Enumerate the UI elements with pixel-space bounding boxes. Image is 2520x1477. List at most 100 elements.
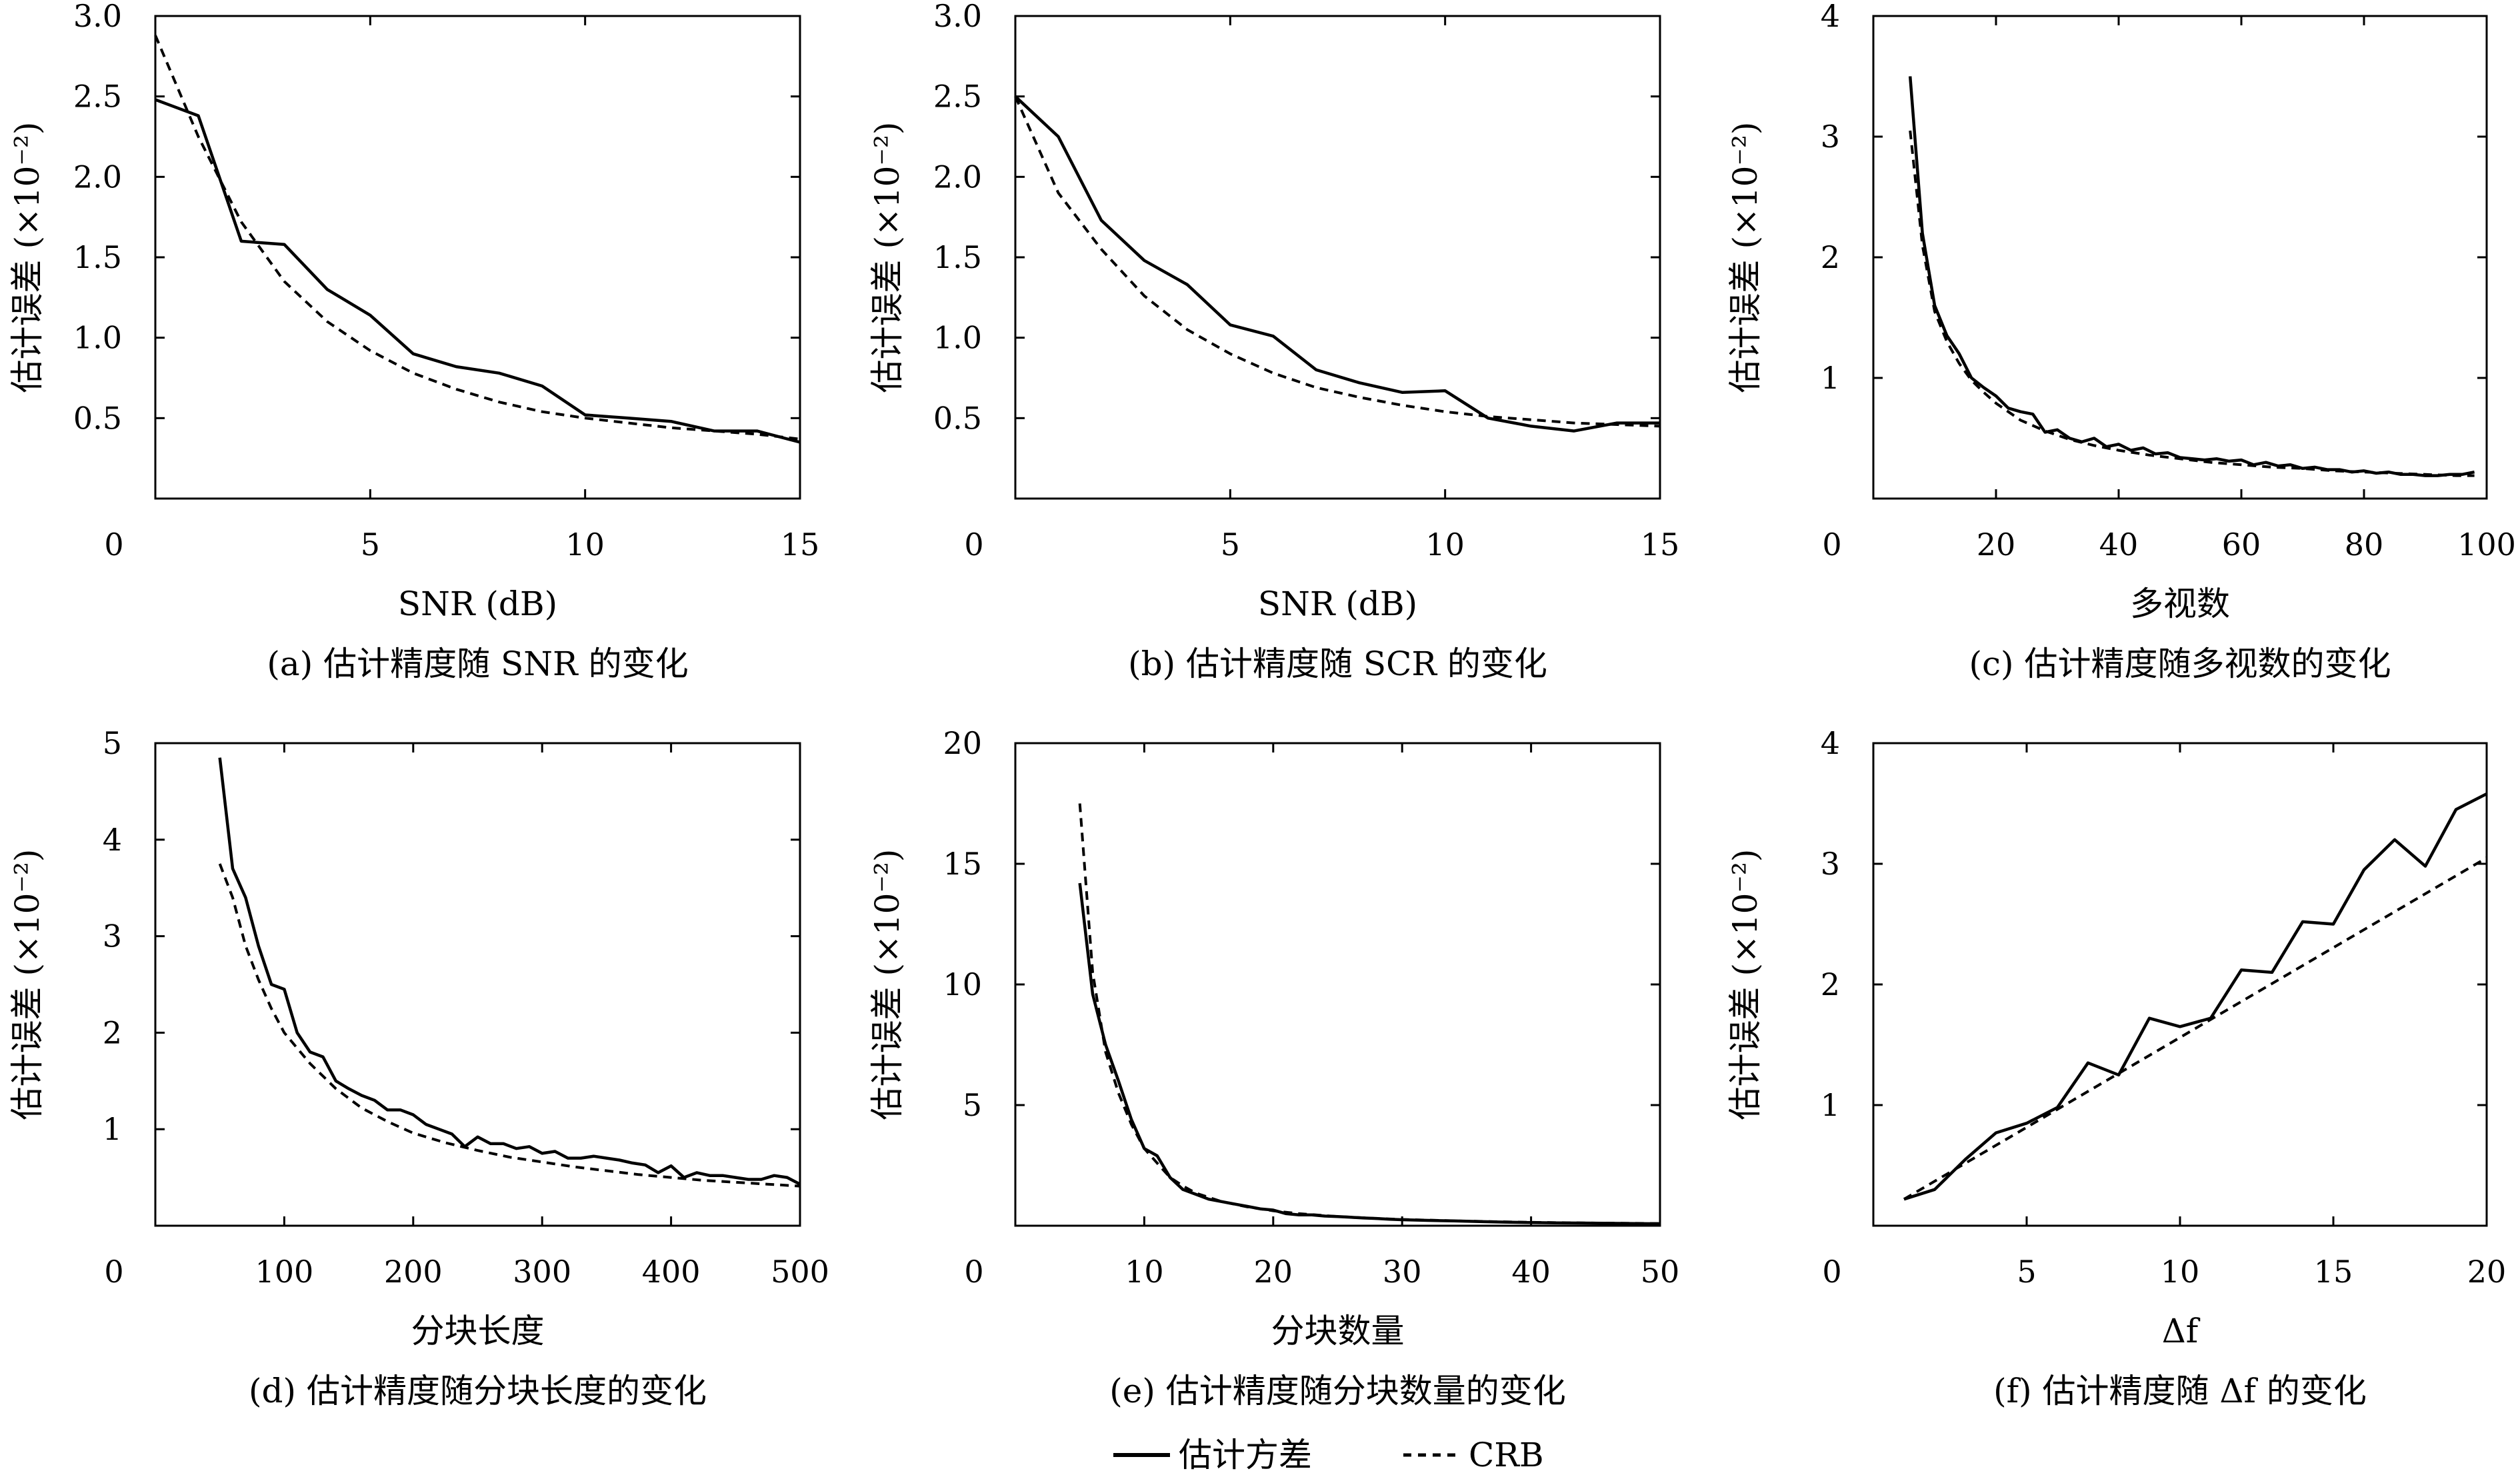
y-axis-label: 估计误差 (×10⁻²) xyxy=(868,122,907,393)
y-tick-label: 2.0 xyxy=(933,159,982,195)
y-tick-label: 3 xyxy=(1821,846,1840,882)
x-axis-label: SNR (dB) xyxy=(1258,585,1417,623)
y-axis-label-unit: (×10⁻²) xyxy=(8,122,47,249)
y-tick-label: 5 xyxy=(963,1087,982,1123)
y-tick-label: 2 xyxy=(1821,966,1840,1002)
x-tick-label: 80 xyxy=(2345,527,2384,563)
x-tick-label: 15 xyxy=(1641,527,1680,563)
x-tick-label: 20 xyxy=(1977,527,2016,563)
y-axis-label-text: 估计误差 xyxy=(868,249,907,393)
y-tick-label: 3 xyxy=(103,918,122,954)
chart-panel-1: 3.0 2.5 2.0 1.5 1.0 0.5 0 5 10 15 SNR (dB) 估计误差 (×1… xyxy=(868,0,1679,683)
series-line-estimate xyxy=(1014,95,1660,433)
x-tick-label: 30 xyxy=(1383,1254,1422,1290)
chart-panel-2: 4 3 2 1 0 20 40 60 80 100 多视数 估计误差 (×10⁻²) (c) 估计精度随… xyxy=(1726,0,2516,683)
y-axis-label-text: 估计误差 xyxy=(1726,249,1765,393)
legend-solid-label: 估计方差 xyxy=(1179,1436,1312,1474)
y-tick-label: 1.0 xyxy=(73,320,122,356)
series-line-estimate xyxy=(1903,792,2488,1201)
x-tick-label: 20 xyxy=(1254,1254,1293,1290)
series-line-crb xyxy=(1014,95,1661,428)
x-axis-label: 分块数量 xyxy=(1271,1312,1405,1350)
x-tick-label: 0 xyxy=(964,1254,983,1290)
panel-caption: (a) 估计精度随 SNR 的变化 xyxy=(267,645,688,683)
y-axis-label-text: 估计误差 xyxy=(1726,976,1765,1120)
plot-frame xyxy=(1014,15,1661,500)
plot-frame xyxy=(154,742,801,1227)
x-tick-label: 0 xyxy=(104,527,123,563)
series-line-crb xyxy=(218,863,801,1188)
y-axis-label-text: 估计误差 xyxy=(8,249,47,393)
x-axis-label: 分块长度 xyxy=(411,1312,545,1350)
x-tick-label: 50 xyxy=(1641,1254,1680,1290)
y-axis-label-unit: (×10⁻²) xyxy=(8,849,47,976)
x-tick-label: 10 xyxy=(1425,527,1465,563)
x-tick-label: 0 xyxy=(964,527,983,563)
x-tick-label: 5 xyxy=(2017,1254,2036,1290)
series-line-crb xyxy=(1909,130,2475,477)
y-tick-label: 1 xyxy=(103,1111,122,1147)
x-tick-label: 400 xyxy=(642,1254,701,1290)
y-axis-label: 估计误差 (×10⁻²) xyxy=(868,849,907,1120)
y-tick-label: 2.5 xyxy=(933,79,982,115)
legend: 估计方差 CRB xyxy=(1113,1436,1544,1474)
y-axis-label-text: 估计误差 xyxy=(8,976,47,1120)
y-tick-label: 10 xyxy=(943,966,982,1002)
plot-frame xyxy=(1872,15,2488,500)
x-tick-label: 100 xyxy=(255,1254,313,1290)
y-tick-label: 1.5 xyxy=(933,239,982,275)
x-tick-label: 15 xyxy=(2314,1254,2353,1290)
series-line-estimate xyxy=(1908,76,2475,477)
y-tick-label: 5 xyxy=(103,725,122,761)
x-tick-label: 40 xyxy=(1511,1254,1551,1290)
y-axis-label: 估计误差 (×10⁻²) xyxy=(1726,122,1765,393)
series-line-crb xyxy=(1903,856,2488,1200)
y-tick-label: 4 xyxy=(1821,0,1840,34)
y-axis-label-text: 估计误差 xyxy=(868,976,907,1120)
x-tick-label: 100 xyxy=(2457,527,2516,563)
legend-dashed-label: CRB xyxy=(1469,1436,1544,1474)
x-tick-label: 10 xyxy=(1125,1254,1164,1290)
y-tick-label: 4 xyxy=(1821,725,1840,761)
chart-panel-0: 3.0 2.5 2.0 1.5 1.0 0.5 0 5 10 15 SNR (dB) 估计误差 (×1… xyxy=(8,0,819,683)
plot-frame xyxy=(154,15,801,500)
series-line-crb xyxy=(1078,803,1661,1225)
x-tick-label: 60 xyxy=(2222,527,2261,563)
y-axis-label-unit: (×10⁻²) xyxy=(1726,122,1765,249)
series-line-estimate xyxy=(155,98,801,444)
plot-frame xyxy=(1872,742,2488,1227)
y-tick-label: 2 xyxy=(1821,239,1840,275)
panel-caption: (d) 估计精度随分块长度的变化 xyxy=(249,1372,707,1410)
x-tick-label: 500 xyxy=(771,1254,829,1290)
x-tick-label: 40 xyxy=(2099,527,2139,563)
y-tick-label: 3 xyxy=(1821,119,1840,155)
series-line-estimate xyxy=(218,757,801,1186)
y-tick-label: 3.0 xyxy=(933,0,982,34)
x-tick-label: 0 xyxy=(1822,527,1841,563)
x-axis-label: 多视数 xyxy=(2130,585,2230,623)
x-tick-label: 10 xyxy=(2161,1254,2200,1290)
x-tick-label: 10 xyxy=(565,527,605,563)
y-axis-label: 估计误差 (×10⁻²) xyxy=(8,122,47,393)
y-tick-label: 0.5 xyxy=(933,400,982,436)
x-tick-label: 200 xyxy=(384,1254,443,1290)
y-tick-label: 20 xyxy=(943,725,982,761)
panel-caption: (c) 估计精度随多视数的变化 xyxy=(1969,645,2391,683)
y-tick-label: 1.0 xyxy=(933,320,982,356)
chart-panel-3: 5 4 3 2 1 0 100 200 300 400 500 分块长度 估计误差 (×10⁻²) (d)… xyxy=(8,725,829,1410)
y-axis-label-unit: (×10⁻²) xyxy=(868,849,907,976)
panel-caption: (e) 估计精度随分块数量的变化 xyxy=(1109,1372,1566,1410)
y-axis-label-unit: (×10⁻²) xyxy=(868,122,907,249)
y-tick-label: 0.5 xyxy=(73,400,122,436)
panel-caption: (f) 估计精度随 Δf 的变化 xyxy=(1993,1372,2367,1410)
series-line-crb xyxy=(154,35,801,441)
x-tick-label: 300 xyxy=(513,1254,571,1290)
plot-frame xyxy=(1014,742,1661,1227)
y-tick-label: 2.0 xyxy=(73,159,122,195)
y-tick-label: 15 xyxy=(943,846,982,882)
y-axis-label: 估计误差 (×10⁻²) xyxy=(8,849,47,1120)
x-tick-label: 5 xyxy=(1221,527,1240,563)
